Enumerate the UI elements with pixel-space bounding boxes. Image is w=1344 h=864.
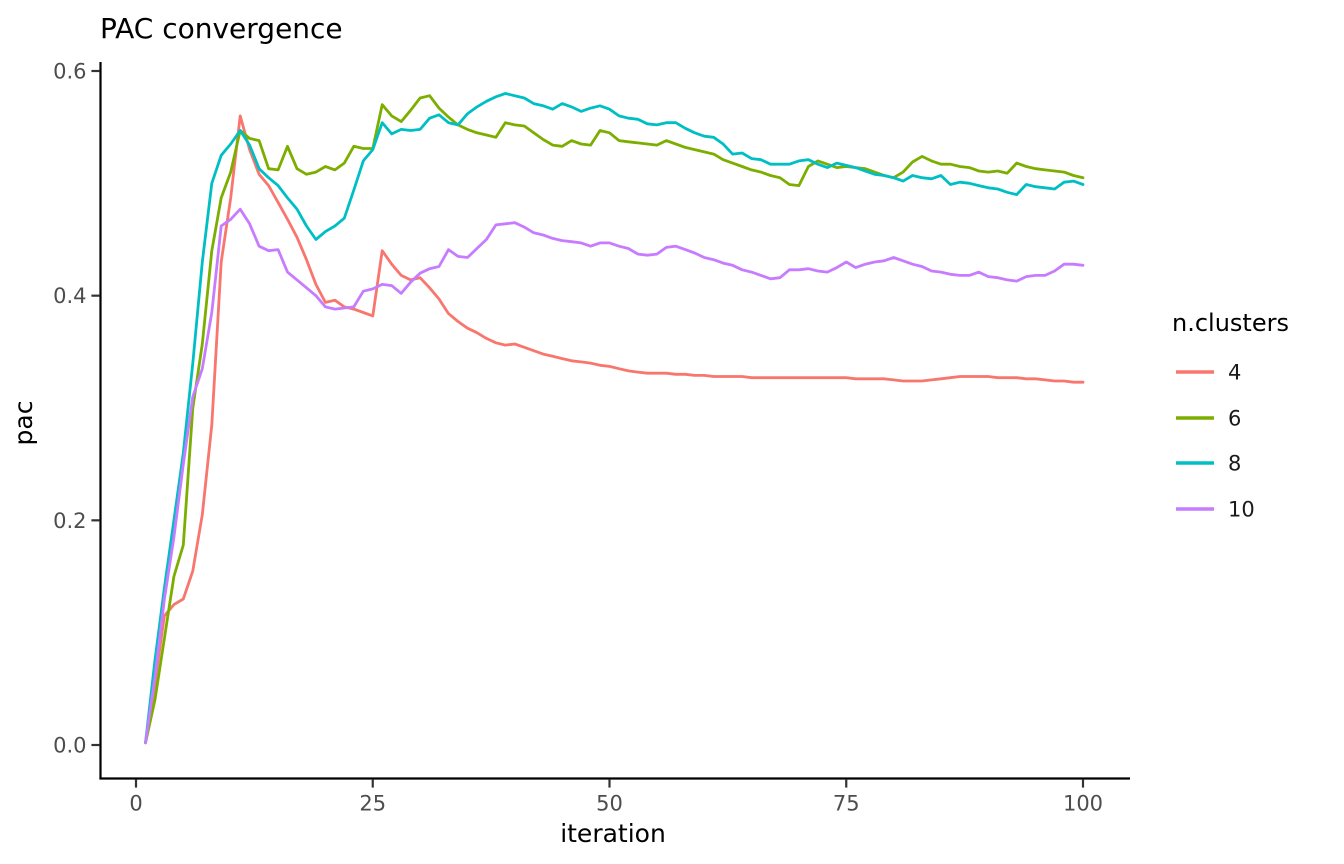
- x-tick-label: 100: [1063, 792, 1103, 816]
- series-line-10: [144, 207, 1085, 745]
- legend-items: 4 6 8 10: [1176, 361, 1255, 522]
- series-line-4: [144, 114, 1085, 745]
- axes: 0.0 0.2 0.4 0.6 0 25 50 75 100: [53, 60, 1130, 816]
- y-axis-title: pac: [9, 401, 38, 446]
- y-tick-label: 0.6: [53, 60, 86, 84]
- legend-label-4: 4: [1228, 361, 1241, 385]
- y-tick-label: 0.0: [53, 734, 86, 758]
- legend-label-6: 6: [1228, 407, 1241, 431]
- x-tick-label: 0: [129, 792, 142, 816]
- x-tick-label: 75: [833, 792, 860, 816]
- x-tick-label: 50: [596, 792, 623, 816]
- x-axis-title: iteration: [560, 819, 666, 848]
- legend-label-10: 10: [1228, 498, 1255, 522]
- chart-title: PAC convergence: [100, 12, 343, 45]
- series-lines: [144, 92, 1085, 745]
- series-line-6: [144, 94, 1085, 745]
- legend: n.clusters 4 6 8 10: [1172, 309, 1289, 522]
- series-line-8: [144, 92, 1085, 745]
- y-tick-label: 0.4: [53, 284, 86, 308]
- legend-title: n.clusters: [1172, 309, 1289, 337]
- x-tick-label: 25: [359, 792, 386, 816]
- legend-label-8: 8: [1228, 452, 1241, 476]
- y-tick-label: 0.2: [53, 509, 86, 533]
